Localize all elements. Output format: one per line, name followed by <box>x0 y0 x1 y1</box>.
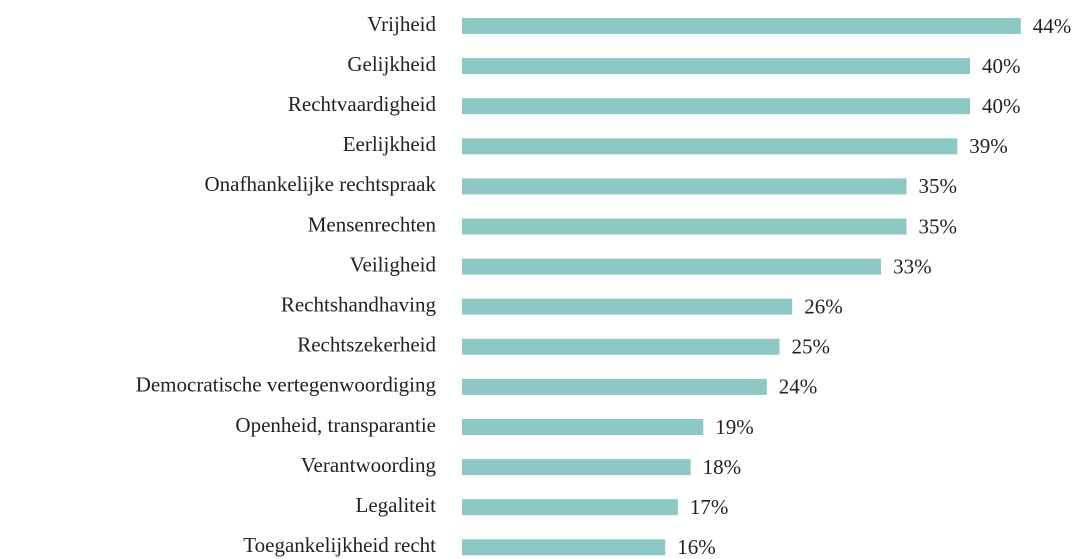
value-label: 40% <box>982 54 1021 78</box>
category-label: Rechtshandhaving <box>281 293 437 317</box>
value-label: 35% <box>919 214 958 238</box>
value-label: 24% <box>779 375 818 399</box>
value-label: 40% <box>982 94 1021 118</box>
category-label: Vrijheid <box>367 12 436 36</box>
value-label: 18% <box>703 455 742 479</box>
bar <box>462 178 907 195</box>
bar <box>462 98 970 115</box>
bar <box>462 459 691 476</box>
bar <box>462 218 907 235</box>
category-label: Openheid, transparantie <box>235 413 436 437</box>
value-label: 39% <box>969 134 1008 158</box>
bar <box>462 138 958 155</box>
category-label: Gelijkheid <box>347 52 436 76</box>
category-label: Verantwoording <box>301 453 437 477</box>
value-label: 26% <box>804 295 843 319</box>
value-label: 19% <box>715 415 754 439</box>
category-label: Eerlijkheid <box>343 132 437 156</box>
bar <box>462 298 793 315</box>
value-label: 33% <box>893 254 932 278</box>
value-label: 16% <box>677 535 716 559</box>
value-label: 44% <box>1033 14 1072 38</box>
bar <box>462 419 704 435</box>
bar <box>462 378 767 395</box>
bar <box>462 539 666 556</box>
category-label: Onafhankelijke rechtspraak <box>205 172 437 196</box>
bar <box>462 258 882 275</box>
value-label: 35% <box>919 174 958 198</box>
bar <box>462 338 780 355</box>
bar <box>462 58 970 75</box>
category-label: Veiligheid <box>350 252 437 276</box>
value-label: 17% <box>690 495 729 519</box>
category-label: Rechtszekerheid <box>297 333 436 357</box>
category-label: Mensenrechten <box>308 212 437 236</box>
category-label: Legaliteit <box>356 493 437 517</box>
category-label: Democratische vertegenwoordiging <box>136 373 437 397</box>
bar <box>462 499 678 516</box>
value-label: 25% <box>792 335 831 359</box>
category-label: Rechtvaardigheid <box>288 92 437 116</box>
category-label: Toegankelijkheid recht <box>243 533 436 557</box>
bar <box>462 18 1021 34</box>
